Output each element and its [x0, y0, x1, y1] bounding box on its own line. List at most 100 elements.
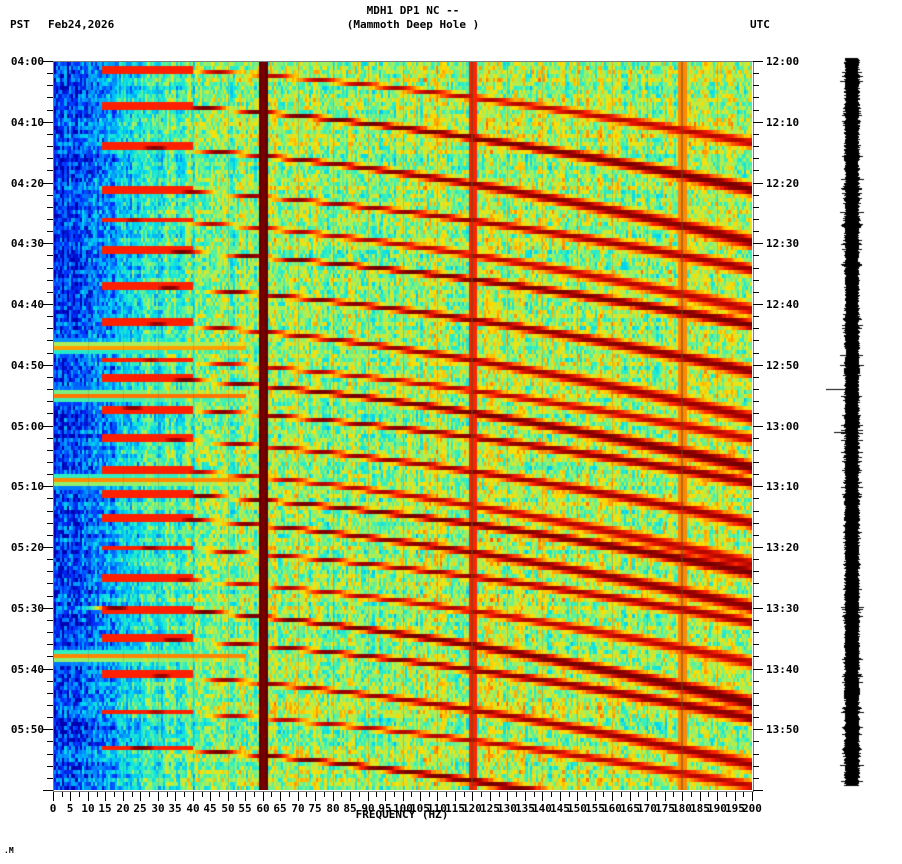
right-minor-tick — [753, 583, 759, 584]
x-minor-tick — [499, 792, 500, 797]
amplitude-trace — [826, 55, 886, 795]
right-minor-tick — [753, 340, 759, 341]
right-minor-tick — [753, 146, 759, 147]
x-minor-tick — [202, 792, 203, 797]
left-time-label: 04:20 — [10, 177, 44, 190]
right-minor-tick — [753, 450, 759, 451]
left-time-label: 04:00 — [10, 55, 44, 68]
right-minor-tick — [753, 632, 759, 633]
right-minor-tick — [753, 559, 759, 560]
x-minor-tick — [691, 792, 692, 797]
right-minor-tick — [753, 498, 759, 499]
right-minor-tick — [753, 462, 759, 463]
x-minor-tick — [569, 792, 570, 797]
right-minor-tick — [753, 766, 759, 767]
right-minor-tick — [753, 97, 759, 98]
right-minor-tick — [753, 596, 759, 597]
left-major-tick — [43, 122, 53, 123]
right-minor-tick — [753, 292, 759, 293]
right-time-label: 13:20 — [766, 541, 800, 554]
station-subtitle: (Mammoth Deep Hole ) — [0, 18, 902, 31]
x-minor-tick — [79, 792, 80, 797]
right-time-label: 13:50 — [766, 723, 800, 736]
x-major-tick — [735, 792, 736, 801]
station-subtitle-text: (Mammoth Deep Hole ) — [346, 18, 480, 31]
x-major-tick — [53, 792, 54, 801]
x-major-tick — [350, 792, 351, 801]
x-minor-tick — [726, 792, 727, 797]
x-minor-tick — [656, 792, 657, 797]
x-major-tick — [700, 792, 701, 801]
right-time-label: 12:50 — [766, 359, 800, 372]
x-major-tick — [752, 792, 753, 801]
x-axis-title: FREQUENCY (HZ) — [0, 808, 902, 821]
x-major-tick — [490, 792, 491, 801]
right-major-tick — [753, 486, 763, 487]
x-major-tick — [577, 792, 578, 801]
left-major-tick — [43, 608, 53, 609]
station-title-text: MDH1 DP1 NC -- — [366, 4, 460, 17]
right-minor-tick — [753, 255, 759, 256]
x-minor-tick — [149, 792, 150, 797]
x-minor-tick — [481, 792, 482, 797]
x-major-tick — [455, 792, 456, 801]
right-major-tick — [753, 426, 763, 427]
x-major-tick — [245, 792, 246, 801]
right-major-tick — [753, 790, 763, 791]
right-time-label: 12:10 — [766, 116, 800, 129]
x-minor-tick — [167, 792, 168, 797]
right-time-label: 12:20 — [766, 177, 800, 190]
x-minor-tick — [464, 792, 465, 797]
x-minor-tick — [534, 792, 535, 797]
right-major-tick — [753, 183, 763, 184]
x-minor-tick — [429, 792, 430, 797]
x-minor-tick — [236, 792, 237, 797]
right-minor-tick — [753, 523, 759, 524]
x-minor-tick — [271, 792, 272, 797]
x-minor-tick — [551, 792, 552, 797]
x-minor-tick — [621, 792, 622, 797]
x-minor-tick — [359, 792, 360, 797]
x-minor-tick — [62, 792, 63, 797]
x-major-tick — [403, 792, 404, 801]
right-minor-tick — [753, 231, 759, 232]
x-major-tick — [647, 792, 648, 801]
right-time-label: 13:10 — [766, 480, 800, 493]
x-major-tick — [175, 792, 176, 801]
right-minor-tick — [753, 401, 759, 402]
x-minor-tick — [708, 792, 709, 797]
right-major-tick — [753, 729, 763, 730]
right-minor-tick — [753, 681, 759, 682]
right-minor-tick — [753, 134, 759, 135]
left-major-tick — [43, 243, 53, 244]
x-minor-tick — [376, 792, 377, 797]
x-minor-tick — [132, 792, 133, 797]
x-minor-tick — [743, 792, 744, 797]
left-time-label: 05:50 — [10, 723, 44, 736]
x-minor-tick — [446, 792, 447, 797]
right-major-tick — [753, 243, 763, 244]
left-major-tick — [43, 183, 53, 184]
spectrogram-image — [53, 61, 752, 790]
right-minor-tick — [753, 438, 759, 439]
right-time-label: 13:40 — [766, 663, 800, 676]
x-major-tick — [542, 792, 543, 801]
x-major-tick — [193, 792, 194, 801]
right-major-tick — [753, 122, 763, 123]
left-major-tick — [43, 669, 53, 670]
left-major-tick — [43, 547, 53, 548]
x-minor-tick — [324, 792, 325, 797]
right-minor-tick — [753, 316, 759, 317]
right-time-label: 13:00 — [766, 420, 800, 433]
left-time-label: 05:40 — [10, 663, 44, 676]
right-minor-tick — [753, 778, 759, 779]
right-time-label: 12:30 — [766, 237, 800, 250]
corner-mark: .M — [4, 846, 14, 855]
x-major-tick — [525, 792, 526, 801]
x-major-tick — [507, 792, 508, 801]
x-major-tick — [665, 792, 666, 801]
x-minor-tick — [254, 792, 255, 797]
x-major-tick — [88, 792, 89, 801]
x-minor-tick — [516, 792, 517, 797]
right-minor-tick — [753, 85, 759, 86]
